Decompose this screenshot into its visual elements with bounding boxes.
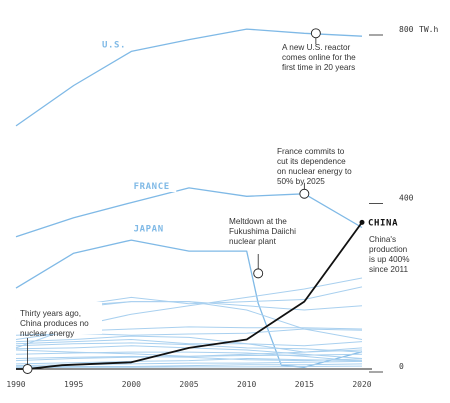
france-annotation: France commits to cut its dependence on nu…: [277, 147, 352, 186]
series-label-japan: JAPAN: [134, 225, 164, 235]
series-line-u-s: [15, 28, 363, 127]
annotation-line: cut its dependence: [277, 157, 346, 166]
start-annotation: Thirty years ago, China produces no nuclea…: [20, 309, 89, 338]
x-axis: 1990 1995 2000 2005 2010 2015 2020: [6, 380, 371, 389]
x-tick-label: 1995: [64, 380, 83, 389]
annotation-line: Fukushima Daiichi: [229, 227, 296, 236]
japan-annotation-marker: [253, 268, 264, 279]
france-annotation-marker: [299, 188, 310, 199]
start-annotation-marker: [22, 364, 33, 374]
x-tick-label: 2010: [237, 380, 256, 389]
annotation-line: 50% by 2025: [277, 177, 325, 186]
series-line-10: [15, 335, 363, 347]
series-label-bg: [130, 222, 170, 235]
japan-annotation: Meltdown at the Fukushima Daiichi nuclear …: [229, 217, 296, 246]
series-line-16: [15, 353, 363, 362]
annotation-line: Meltdown at the: [229, 217, 287, 226]
unit-label: TW.h: [419, 25, 438, 34]
series-label-bg: [97, 38, 131, 51]
start-annotation-bg: [16, 302, 102, 334]
annotation-line: China's: [369, 235, 396, 244]
highlight-series: [16, 219, 365, 370]
series-line-15: [15, 351, 363, 362]
series-line-21: [15, 365, 363, 369]
annotation-line: China produces no: [20, 319, 89, 328]
china-end-point: [359, 219, 365, 225]
annotation-line: France commits to: [277, 147, 345, 156]
series-line-france: [15, 187, 363, 238]
series-label-china: CHINA: [368, 218, 398, 228]
x-tick-label: 2020: [352, 380, 371, 389]
us-annotation: A new U.S. reactor comes online for the fi…: [282, 43, 356, 72]
annotation-line: nuclear energy: [20, 329, 75, 338]
series-line-china: [16, 221, 363, 370]
series-label-bg: [130, 180, 177, 193]
series-line-20: [15, 363, 363, 368]
y-tick-label: 400: [399, 194, 414, 203]
annotation-line: is up 400%: [369, 255, 410, 264]
china-annotation: China's production is up 400% since 2011: [369, 235, 410, 274]
x-tick-label: 2015: [295, 380, 314, 389]
series-line-18: [15, 358, 363, 365]
annotation-line: first time in 20 years: [282, 63, 355, 72]
annotation-line: A new U.S. reactor: [282, 43, 351, 52]
y-tick-label: 0: [399, 362, 404, 371]
annotation-line: since 2011: [369, 265, 408, 274]
annotation-line: production: [369, 245, 408, 254]
series-label-u-s: U.S.: [102, 41, 126, 51]
y-tick-label: 800: [399, 25, 414, 34]
series-line-17: [15, 355, 363, 362]
y-axis: 0 400 800 TW.h: [369, 25, 438, 373]
series-labels: U.S. FRANCE JAPAN CHINA: [97, 38, 398, 235]
x-tick-label: 2005: [179, 380, 198, 389]
annotation-line: nuclear plant: [229, 237, 277, 246]
x-tick-label: 2000: [122, 380, 141, 389]
annotation-line: Thirty years ago,: [20, 309, 81, 318]
x-tick-label: 1990: [6, 380, 25, 389]
annotation-line: comes online for the: [282, 53, 356, 62]
us-annotation-marker: [310, 28, 321, 39]
series-label-france: FRANCE: [134, 182, 170, 192]
annotation-line: on nuclear energy to: [277, 167, 352, 176]
series-line-12: [15, 342, 363, 353]
annotations: A new U.S. reactor comes online for the fi…: [16, 28, 410, 374]
